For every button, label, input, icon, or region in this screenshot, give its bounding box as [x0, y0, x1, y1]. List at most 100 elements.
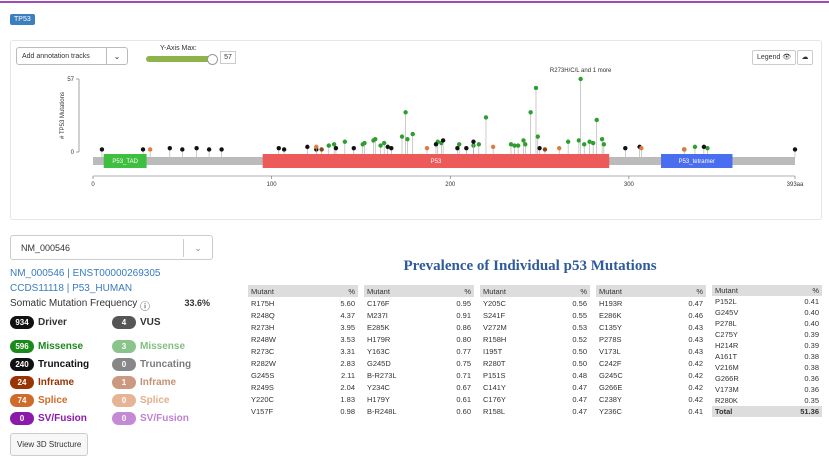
percent: 0.36	[804, 385, 819, 394]
percent: 0.61	[456, 394, 471, 404]
y-max-label: Y-Axis Max:	[160, 45, 197, 52]
driver-count[interactable]: 24	[10, 375, 34, 389]
y-tick-label: 0	[71, 150, 75, 156]
percent: 0.80	[456, 334, 471, 344]
links: NM_000546 | ENST00000269305 CCDS11118 | …	[10, 266, 215, 296]
lollipop-head	[623, 145, 628, 151]
y-max-slider[interactable]	[146, 56, 214, 62]
slider-knob[interactable]	[207, 54, 218, 65]
mutation-table: Mutant% R175H 5.60 R248Q 4.37 R273H 3.95 R248W 3…	[248, 285, 358, 417]
domain-label: P53_tetramer	[679, 159, 715, 165]
lollipop-head	[565, 139, 571, 144]
domain-label: P53	[431, 159, 442, 165]
lollipop-head	[594, 117, 599, 123]
mutant: C135Y	[599, 322, 622, 332]
frequency-value: 33.6%	[184, 298, 210, 308]
row: R175H 5.60	[248, 297, 358, 309]
lollipop-head	[582, 142, 587, 147]
transcript-select[interactable]: NM_000546 ⌄	[10, 235, 213, 260]
lollipop-head	[206, 147, 212, 152]
row: B-R273L 0.71	[364, 369, 474, 381]
type-rows: 596 Missense 3 Missense 240 Truncating 0 Trunca…	[10, 337, 215, 427]
mutant: G245S	[251, 370, 275, 380]
type-row: 24 Inframe 1 Inframe	[10, 373, 215, 391]
row: E286K 0.46	[596, 309, 706, 321]
type-row: 596 Missense 3 Missense	[10, 337, 215, 355]
lollipop-head	[378, 143, 383, 148]
percent: 0.86	[456, 322, 471, 332]
driver-count[interactable]: 596	[10, 339, 34, 353]
vus-cell: 3 Missense	[112, 339, 214, 353]
driver-count[interactable]: 240	[10, 357, 34, 371]
row: Y236C 0.41	[596, 405, 706, 417]
view-3d-button[interactable]: View 3D Structure	[10, 433, 89, 456]
percent: 1.83	[340, 394, 355, 404]
driver-cell: 0 SV/Fusion	[10, 411, 112, 425]
mutant: P278S	[599, 334, 622, 344]
mutation-table: Mutant% P152L 0.41 G245V 0.40 P278L 0.40 C275Y 0…	[712, 285, 822, 417]
lollipop-head	[528, 110, 533, 115]
lollipop-head	[147, 147, 153, 152]
driver-count[interactable]: 934	[10, 315, 34, 329]
lollipop-head	[639, 145, 644, 151]
mutant: R273C	[251, 346, 275, 356]
vus-count[interactable]: 1	[112, 375, 136, 389]
percent: 5.60	[340, 298, 355, 308]
vus-count[interactable]: 0	[112, 393, 136, 407]
driver-cell: 240 Truncating	[10, 357, 112, 371]
row: R282W 2.83	[248, 357, 358, 369]
percent: 0.43	[688, 346, 703, 356]
row: E285K 0.86	[364, 321, 474, 333]
gene-badge[interactable]: TP53	[10, 14, 35, 25]
row: P151S 0.48	[480, 369, 590, 381]
percent: 0.36	[804, 374, 819, 383]
header: %	[788, 285, 822, 296]
percent: 0.38	[804, 363, 819, 372]
row: Y234C 0.67	[364, 381, 474, 393]
row: C141Y 0.47	[480, 381, 590, 393]
header: Mutant	[248, 285, 324, 297]
annotation-dropdown[interactable]: Add annotation tracks ⌄	[16, 47, 128, 65]
download-button[interactable]: ☁	[797, 50, 813, 65]
row: V173M 0.36	[712, 384, 822, 395]
percent: 0.95	[456, 298, 471, 308]
mutant: P278L	[715, 319, 737, 328]
link[interactable]: NM_000546 | ENST00000269305	[10, 268, 161, 279]
percent: 0.98	[340, 406, 355, 416]
percent: 2.04	[340, 382, 355, 392]
row: G245V 0.40	[712, 307, 822, 318]
vus-count[interactable]: 4	[112, 315, 136, 329]
lollipop-head	[403, 110, 408, 115]
header: %	[324, 285, 358, 297]
driver-count[interactable]: 74	[10, 393, 34, 407]
mutant: V157F	[251, 406, 274, 416]
lollipop-head	[314, 144, 319, 150]
lollipop-head	[601, 142, 607, 147]
vus-count[interactable]: 0	[112, 357, 136, 371]
percent: 0.40	[804, 319, 819, 328]
y-max-input[interactable]: 57	[220, 51, 236, 64]
lollipop-head	[440, 138, 446, 143]
lollipop-plot: # TP53 Mutations 0 57 R273H/C/L and 1 more P…	[60, 68, 804, 188]
vus-count[interactable]: 0	[112, 411, 136, 425]
row: C242F 0.42	[596, 357, 706, 369]
vus-count[interactable]: 3	[112, 339, 136, 353]
lollipop-head	[281, 147, 287, 152]
link[interactable]: CCDS11118 | P53_HUMAN	[10, 283, 133, 294]
type-label: Splice	[140, 394, 170, 406]
row: R280T 0.50	[480, 357, 590, 369]
lollipop-head	[276, 145, 281, 151]
lollipop-head	[405, 136, 410, 142]
legend-button[interactable]: Legend 👁	[752, 50, 797, 65]
percent: 0.55	[572, 310, 587, 320]
mutant: G266R	[715, 374, 739, 383]
y-tick-label: 57	[67, 77, 74, 83]
percent: 0.35	[804, 396, 819, 405]
lollipop-head	[99, 147, 105, 152]
percent: 0.53	[572, 322, 587, 332]
header: %	[672, 285, 706, 297]
percent: 0.47	[572, 382, 587, 392]
x-tick-label: 100	[267, 182, 278, 188]
driver-count[interactable]: 0	[10, 411, 34, 425]
